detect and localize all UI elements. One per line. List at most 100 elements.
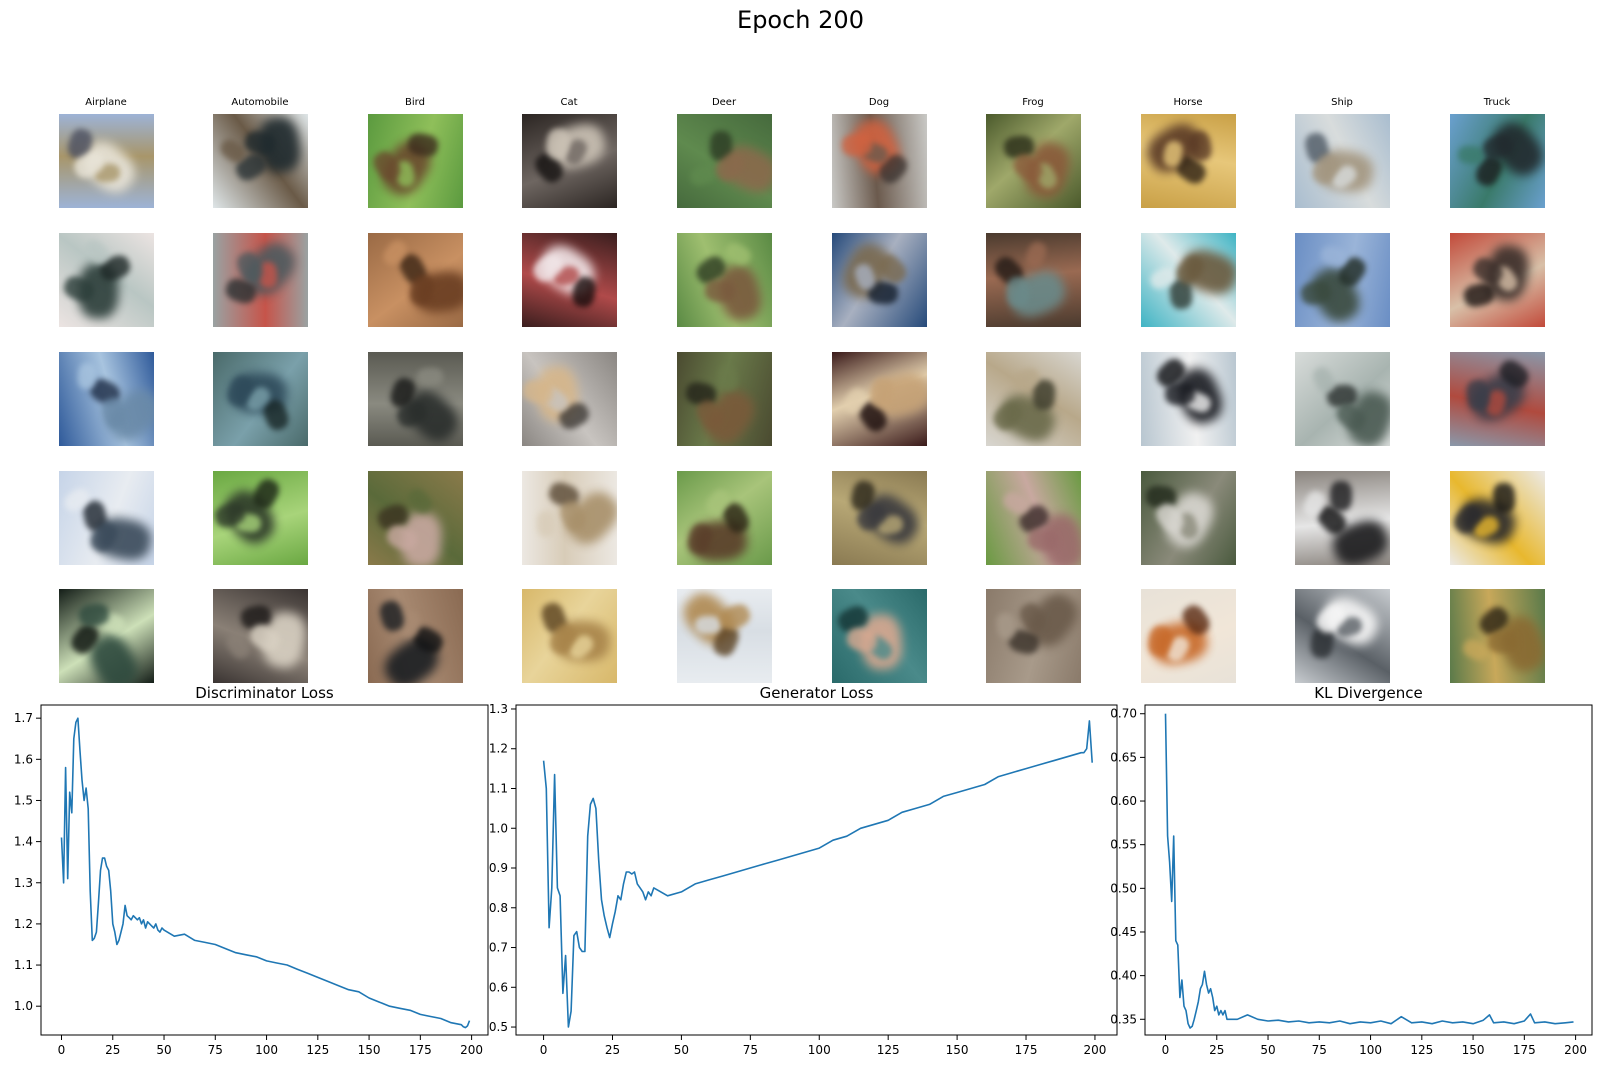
y-tick-label: 1.3: [14, 876, 33, 890]
x-tick-label: 200: [1564, 1043, 1587, 1057]
generated-sample-image: [986, 471, 1081, 565]
generated-sample-image: [59, 471, 154, 565]
generated-sample-image: [368, 114, 463, 208]
x-tick-label: 150: [358, 1043, 381, 1057]
x-tick-label: 0: [58, 1043, 66, 1057]
generated-sample-image: [522, 233, 617, 327]
generated-sample-image: [522, 352, 617, 446]
x-tick-label: 200: [1083, 1043, 1106, 1057]
x-tick-label: 150: [1462, 1043, 1485, 1057]
x-tick-label: 125: [1410, 1043, 1433, 1057]
plot-frame: [515, 704, 1118, 1036]
series-line: [60, 717, 471, 1029]
generated-sample-image: [368, 589, 463, 683]
series-line: [542, 720, 1093, 1028]
generated-sample-image: [368, 352, 463, 446]
y-tick-label: 1.2: [14, 917, 33, 931]
y-tick-label: 1.1: [489, 781, 508, 795]
x-tick-label: 75: [208, 1043, 223, 1057]
x-tick-label: 100: [255, 1043, 278, 1057]
x-tick-label: 50: [156, 1043, 171, 1057]
class-label: Automobile: [231, 97, 289, 108]
x-tick-label: 175: [1015, 1043, 1038, 1057]
x-tick-label: 200: [460, 1043, 483, 1057]
x-tick-label: 175: [409, 1043, 432, 1057]
class-label: Frog: [1022, 97, 1044, 108]
generated-sample-image: [1141, 589, 1236, 683]
generated-sample-image: [1450, 114, 1545, 208]
x-tick-label: 0: [1162, 1043, 1170, 1057]
y-tick-label: 0.45: [1110, 925, 1137, 939]
generated-sample-image: [1450, 589, 1545, 683]
y-tick-label: 0.7: [489, 941, 508, 955]
x-tick-label: 150: [946, 1043, 969, 1057]
generated-sample-image: [522, 589, 617, 683]
class-label: Ship: [1331, 97, 1353, 108]
generated-sample-image: [1141, 471, 1236, 565]
generated-sample-image: [986, 352, 1081, 446]
x-tick-label: 125: [877, 1043, 900, 1057]
generated-sample-image: [1141, 114, 1236, 208]
class-label: Deer: [711, 97, 737, 108]
generated-sample-image: [213, 233, 308, 327]
y-tick-label: 0.6: [489, 980, 508, 994]
plot-frame: [40, 704, 489, 1036]
generated-sample-image: [59, 352, 154, 446]
generated-sample-image: [1450, 471, 1545, 565]
generated-sample-image: [1295, 114, 1390, 208]
generated-sample-image: [1141, 352, 1236, 446]
generated-sample-image: [1295, 233, 1390, 327]
generated-sample-image: [368, 471, 463, 565]
class-label: Dog: [868, 97, 890, 108]
y-tick-label: 0.70: [1110, 707, 1137, 721]
generated-sample-image: [1450, 352, 1545, 446]
figure-title: Epoch 200: [737, 6, 864, 34]
sample-grid: Airplane Automobile Bird Cat Deer Dog Frog Hors…: [59, 97, 1545, 683]
generated-sample-image: [1295, 471, 1390, 565]
generated-sample-image: [59, 233, 154, 327]
y-tick-label: 0.65: [1110, 750, 1137, 764]
chart-title: KL Divergence: [1314, 684, 1422, 702]
y-tick-label: 0.50: [1110, 881, 1137, 895]
class-label: Cat: [560, 97, 578, 108]
generated-sample-image: [522, 114, 617, 208]
generated-sample-image: [522, 471, 617, 565]
y-tick-label: 1.5: [14, 793, 33, 807]
generated-sample-image: [59, 114, 154, 208]
y-tick-label: 1.7: [14, 711, 33, 725]
chart-panel: Generator Loss 0 25 50 75 100 125 150 175 200 0.5 0…: [489, 684, 1118, 1057]
x-tick-label: 100: [1359, 1043, 1382, 1057]
y-tick-label: 1.6: [14, 752, 33, 766]
x-tick-label: 75: [743, 1043, 758, 1057]
y-tick-label: 0.40: [1110, 969, 1137, 983]
class-label: Bird: [405, 97, 425, 108]
generated-sample-image: [677, 471, 772, 565]
generated-sample-image: [1295, 352, 1390, 446]
x-tick-label: 50: [1260, 1043, 1275, 1057]
generated-sample-image: [213, 471, 308, 565]
generated-sample-image: [213, 589, 308, 683]
chart-title: Generator Loss: [760, 684, 874, 702]
x-tick-label: 25: [605, 1043, 620, 1057]
generated-sample-image: [677, 114, 772, 208]
x-tick-label: 25: [105, 1043, 120, 1057]
chart-title: Discriminator Loss: [195, 684, 334, 702]
generated-sample-image: [832, 233, 927, 327]
generated-sample-image: [1450, 233, 1545, 327]
generated-sample-image: [213, 114, 308, 208]
y-tick-label: 1.1: [14, 958, 33, 972]
y-tick-label: 0.8: [489, 901, 508, 915]
generated-sample-image: [986, 233, 1081, 327]
generated-sample-image: [986, 114, 1081, 208]
x-tick-label: 175: [1513, 1043, 1536, 1057]
y-tick-label: 0.5: [489, 1020, 508, 1034]
generated-sample-image: [832, 589, 927, 683]
series-line: [1164, 713, 1574, 1029]
generated-sample-image: [59, 589, 154, 683]
x-tick-label: 75: [1312, 1043, 1327, 1057]
generated-sample-image: [677, 589, 772, 683]
generated-sample-image: [832, 471, 927, 565]
generated-sample-image: [368, 233, 463, 327]
y-tick-label: 1.0: [14, 999, 33, 1013]
